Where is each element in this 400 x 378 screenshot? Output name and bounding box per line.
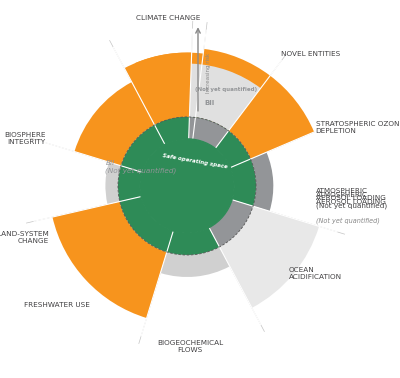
Wedge shape: [160, 247, 230, 277]
Wedge shape: [74, 82, 154, 166]
Wedge shape: [160, 117, 196, 143]
Text: E/MSY: E/MSY: [153, 98, 182, 106]
Wedge shape: [52, 201, 167, 318]
Wedge shape: [118, 166, 142, 201]
Wedge shape: [190, 64, 261, 131]
Wedge shape: [167, 228, 220, 255]
Text: (Not yet quantified): (Not yet quantified): [316, 217, 380, 224]
Wedge shape: [124, 53, 192, 125]
Text: OCEAN
ACIDIFICATION: OCEAN ACIDIFICATION: [289, 267, 342, 280]
Text: STRATOSPHERIC OZONE
DEPLETION: STRATOSPHERIC OZONE DEPLETION: [316, 121, 400, 135]
Wedge shape: [220, 206, 319, 308]
Wedge shape: [135, 53, 203, 122]
Wedge shape: [154, 117, 190, 144]
Text: CLIMATE CHANGE: CLIMATE CHANGE: [136, 15, 200, 21]
Text: FRESHWATER USE: FRESHWATER USE: [24, 302, 90, 308]
Text: P: P: [101, 232, 108, 243]
Text: BIOSPHERE
INTEGRITY: BIOSPHERE INTEGRITY: [4, 132, 46, 146]
Wedge shape: [250, 152, 273, 211]
Text: BII
(Not yet quantified): BII (Not yet quantified): [106, 160, 177, 174]
Text: ATMOSPHERIC
AEROSOL LOADING: ATMOSPHERIC AEROSOL LOADING: [316, 192, 386, 205]
Wedge shape: [193, 118, 250, 167]
Wedge shape: [196, 49, 314, 159]
Text: BIOGEOCHEMICAL
FLOWS: BIOGEOCHEMICAL FLOWS: [157, 340, 223, 353]
Wedge shape: [106, 162, 121, 204]
Wedge shape: [120, 197, 173, 252]
Text: Increasing risk: Increasing risk: [206, 53, 211, 93]
Text: Safe operating space: Safe operating space: [162, 153, 228, 169]
Wedge shape: [121, 125, 165, 172]
Wedge shape: [209, 200, 253, 247]
Text: BII: BII: [204, 100, 214, 105]
Text: LAND-SYSTEM
CHANGE: LAND-SYSTEM CHANGE: [0, 231, 49, 244]
Wedge shape: [189, 117, 228, 149]
Text: N: N: [131, 263, 140, 273]
Text: ATMOSPHERIC
AEROSOL LOADING
(Not yet quantified): ATMOSPHERIC AEROSOL LOADING (Not yet qua…: [316, 188, 387, 209]
Text: NOVEL ENTITIES: NOVEL ENTITIES: [281, 51, 340, 57]
Circle shape: [140, 139, 234, 233]
Text: (Not yet quantified): (Not yet quantified): [195, 87, 257, 93]
Wedge shape: [230, 159, 256, 206]
